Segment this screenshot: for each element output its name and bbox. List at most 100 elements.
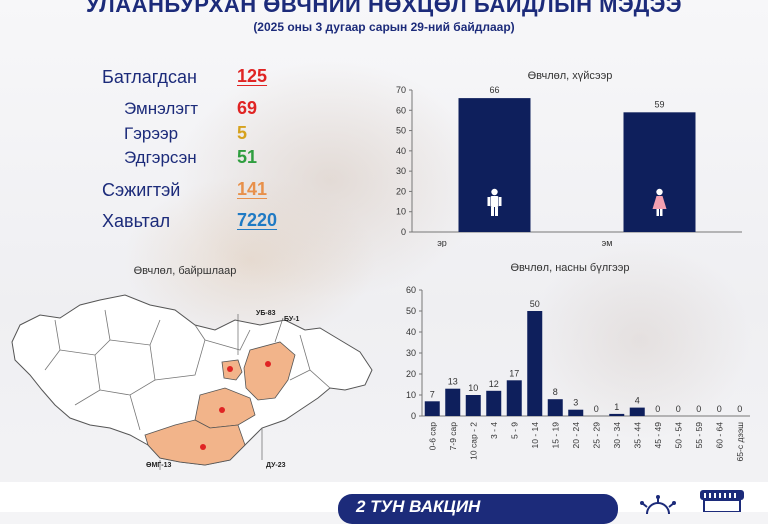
page-title: УЛААНБУРХАН ӨВЧНИЙ НӨХЦӨЛ БАЙДЛЫН МЭДЭЭ [85, 0, 683, 17]
age-bar-value: 7 [430, 389, 435, 399]
age-y-tick-label: 60 [406, 285, 416, 295]
age-category-label: 7-9 сар [448, 422, 458, 451]
age-y-tick-label: 20 [406, 369, 416, 379]
confirmed-value: 125 [237, 66, 268, 86]
age-bar [629, 407, 645, 416]
age-category-label: 25 - 29 [591, 422, 601, 449]
age-bar-value: 3 [573, 398, 578, 408]
gender-y-tick-label: 50 [396, 126, 406, 136]
age-bar [527, 311, 543, 416]
gender-y-tick-label: 20 [396, 186, 406, 196]
suspected-label: Сэжигтэй [102, 180, 181, 200]
age-y-tick-label: 0 [411, 411, 416, 421]
age-bar-value: 0 [717, 404, 722, 414]
age-category-label: 45 - 49 [653, 422, 663, 449]
contacts-label: Хавьтал [102, 211, 171, 231]
age-y-tick-label: 10 [406, 390, 416, 400]
map-dot-ub [227, 366, 233, 372]
gender-y-tick-label: 30 [396, 166, 406, 176]
age-bar-value: 4 [635, 396, 640, 406]
map-label-ub: УБ-83 [256, 310, 276, 317]
gender-category-label: эр [437, 238, 447, 247]
age-bar [486, 390, 502, 416]
age-bar-value: 17 [509, 368, 519, 378]
map-region-omg [144, 419, 246, 466]
map-dot-omg [200, 444, 206, 450]
map-case-dots [200, 361, 271, 450]
gender-y-tick-label: 60 [396, 105, 406, 115]
age-bar-value: 0 [594, 404, 599, 414]
map-callout-lines [159, 314, 284, 470]
map-label-du: ДУ-23 [266, 462, 286, 469]
age-category-label: 15 - 19 [550, 422, 560, 449]
age-category-label: 20 - 24 [571, 422, 581, 449]
map-region-borders [44, 309, 331, 431]
age-category-label: 50 - 54 [673, 422, 683, 449]
female-icon [652, 188, 667, 216]
vaccine-vial-icon [700, 490, 744, 512]
age-bar-value: 0 [676, 404, 681, 414]
gender-bar-value: 66 [489, 85, 499, 95]
recovered-value: 51 [237, 147, 258, 167]
confirmed-label: Батлагдсан [102, 67, 198, 87]
age-chart-title: Өвчлөл, насны бүлгээр [510, 262, 630, 274]
age-category-label: 35 - 44 [632, 422, 642, 449]
male-icon [487, 188, 502, 216]
gender-category-label: эм [602, 238, 613, 247]
age-category-label: 0-6 сар [427, 422, 437, 451]
age-y-tick-label: 50 [406, 306, 416, 316]
age-bar [609, 413, 625, 416]
age-bar-value: 8 [553, 387, 558, 397]
virus-icon [640, 495, 676, 514]
home-label: Гэрээр [124, 124, 179, 143]
mongolia-map [11, 294, 373, 470]
age-bar-value: 13 [448, 377, 458, 387]
gender-y-tick-label: 10 [396, 207, 406, 217]
map-highlighted-regions [144, 341, 296, 466]
age-bar [445, 388, 461, 416]
contacts-value: 7220 [237, 210, 278, 230]
age-bar-value: 10 [468, 383, 478, 393]
age-bar [568, 409, 584, 416]
home-value: 5 [237, 123, 248, 143]
map-dot-bu [265, 361, 271, 367]
vaccine-banner-text: 2 ТУН ВАКЦИН [356, 497, 481, 516]
gender-chart: 0 10 20 30 40 50 60 70 66 эр 59 эм [396, 85, 742, 247]
suspected-value: 141 [237, 179, 268, 199]
age-category-label: 30 - 34 [612, 422, 622, 449]
age-category-label: 5 - 9 [509, 422, 519, 439]
gender-bar-value: 59 [654, 99, 664, 109]
map-label-bu: БУ-1 [284, 316, 300, 323]
age-category-label: 3 - 4 [489, 422, 499, 439]
age-bar [506, 380, 522, 416]
age-y-tick-label: 30 [406, 348, 416, 358]
gender-y-tick-label: 0 [401, 227, 406, 237]
age-bar-value: 1 [614, 402, 619, 412]
hospital-label: Эмнэлэгт [124, 99, 198, 118]
gender-y-tick-label: 70 [396, 85, 406, 95]
age-bar [424, 401, 440, 416]
age-category-label: 60 - 64 [714, 422, 724, 449]
age-y-tick-label: 40 [406, 327, 416, 337]
age-category-label: 10 сар - 2 [468, 422, 478, 460]
age-category-label: 10 - 14 [530, 422, 540, 449]
gender-bar [458, 98, 531, 232]
age-bar-value: 0 [696, 404, 701, 414]
map-label-omg: ӨМГ-13 [146, 462, 172, 469]
age-bar [465, 395, 481, 416]
hospital-value: 69 [237, 98, 258, 118]
age-category-label: 65-с дээш [735, 422, 745, 462]
map-dot-du [219, 407, 225, 413]
recovered-label: Эдгэрсэн [124, 148, 197, 167]
age-bar [547, 399, 563, 416]
gender-bar [623, 112, 696, 232]
age-bar-value: 0 [737, 404, 742, 414]
map-title: Өвчлөл, байршлаар [133, 265, 237, 277]
age-category-label: 55 - 59 [694, 422, 704, 449]
age-bar-value: 0 [655, 404, 660, 414]
page-subtitle: (2025 оны 3 дугаар сарын 29-ний байдлаар… [253, 20, 515, 34]
age-bar-value: 50 [530, 299, 540, 309]
gender-y-tick-label: 40 [396, 146, 406, 156]
map-region-bu [243, 341, 296, 401]
